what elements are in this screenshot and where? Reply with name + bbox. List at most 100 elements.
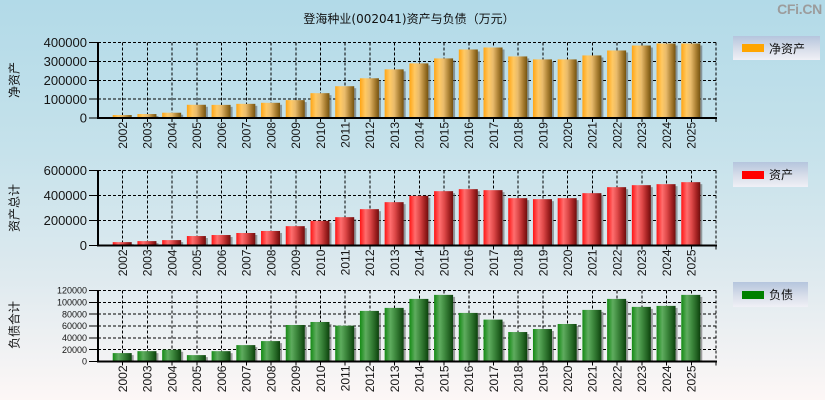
x-tick-label: 2020 xyxy=(561,365,575,392)
bar-2013 xyxy=(384,307,404,362)
bar-2008 xyxy=(261,102,281,118)
bar-2023 xyxy=(631,45,651,118)
y-tick-label: 600000 xyxy=(44,163,87,178)
bar-2009 xyxy=(285,100,305,118)
x-tick-label: 2012 xyxy=(363,249,377,276)
bar-2007 xyxy=(236,233,256,246)
x-tick-label: 2021 xyxy=(586,122,600,149)
bar-2016 xyxy=(458,189,478,246)
bar-2017 xyxy=(483,190,503,246)
x-tick-label: 2017 xyxy=(487,365,501,392)
bar-2019 xyxy=(532,59,552,118)
x-tick-label: 2003 xyxy=(141,365,155,392)
bar-2002 xyxy=(112,115,132,118)
x-tick-label: 2020 xyxy=(561,249,575,276)
bar-2023 xyxy=(631,185,651,246)
x-tick-label: 2024 xyxy=(660,365,674,392)
x-tick-label: 2005 xyxy=(190,365,204,392)
x-tick-label: 2014 xyxy=(413,122,427,149)
y-tick-label: 120000 xyxy=(57,286,87,296)
bar-2010 xyxy=(310,220,330,246)
x-tick-label: 2022 xyxy=(610,122,624,149)
y-tick-label: 40000 xyxy=(62,333,87,343)
bar-2022 xyxy=(607,298,627,362)
bar-2017 xyxy=(483,319,503,362)
x-tick-label: 2022 xyxy=(610,365,624,392)
y-tick-label: 0 xyxy=(82,357,87,367)
x-tick-label: 2002 xyxy=(116,249,130,276)
x-tick-label: 2007 xyxy=(240,249,254,276)
x-tick-label: 2025 xyxy=(685,365,699,392)
bar-2014 xyxy=(409,298,429,362)
x-tick-label: 2003 xyxy=(141,249,155,276)
bar-2014 xyxy=(409,63,429,118)
x-tick-label: 2003 xyxy=(141,122,155,149)
x-tick-label: 2002 xyxy=(116,365,130,392)
bar-2006 xyxy=(211,351,231,362)
bar-2009 xyxy=(285,226,305,246)
x-tick-label: 2004 xyxy=(165,365,179,392)
bar-2003 xyxy=(137,241,157,246)
x-tick-label: 2010 xyxy=(314,122,328,149)
bar-2016 xyxy=(458,312,478,362)
bar-2002 xyxy=(112,353,132,362)
legend-label-net-assets: 净资产 xyxy=(769,41,806,56)
bar-2008 xyxy=(261,341,281,362)
bar-2019 xyxy=(532,329,552,362)
bar-2003 xyxy=(137,351,157,362)
y-tick-label: 200000 xyxy=(44,213,87,228)
x-tick-label: 2010 xyxy=(314,249,328,276)
x-tick-label: 2009 xyxy=(289,365,303,392)
bar-2003 xyxy=(137,114,157,118)
x-tick-label: 2020 xyxy=(561,122,575,149)
y-tick-label: 200000 xyxy=(44,73,87,88)
bar-2011 xyxy=(335,217,355,246)
bar-2024 xyxy=(656,184,676,246)
bar-2010 xyxy=(310,93,330,118)
bar-2015 xyxy=(434,58,454,118)
total-assets-chart: 0 200000 400000 600000 2002 2003 2004 2005 2006 2… xyxy=(44,163,717,276)
x-tick-label: 2012 xyxy=(363,365,377,392)
legend-net-assets: 净资产 xyxy=(733,36,820,60)
x-tick-label: 2021 xyxy=(586,249,600,276)
bar-2005 xyxy=(186,236,206,246)
bar-2021 xyxy=(582,309,602,362)
bar-2005 xyxy=(186,355,206,362)
x-tick-label: 2015 xyxy=(437,249,451,276)
y-tick-label: 300000 xyxy=(44,54,87,69)
x-tick-label: 2009 xyxy=(289,122,303,149)
bar-2020 xyxy=(557,59,577,118)
x-tick-label: 2015 xyxy=(437,122,451,149)
bar-2018 xyxy=(508,332,528,362)
legend-label-assets: 资产 xyxy=(769,168,794,182)
x-tick-label: 2012 xyxy=(363,122,377,149)
x-tick-label: 2023 xyxy=(635,365,649,392)
x-tick-label: 2006 xyxy=(215,365,229,392)
watermark-logo: CFi.CN xyxy=(777,1,822,17)
x-tick-label: 2013 xyxy=(388,365,402,392)
x-tick-label: 2005 xyxy=(190,249,204,276)
x-tick-label: 2017 xyxy=(487,249,501,276)
x-tick-label: 2004 xyxy=(165,249,179,276)
x-tick-label: 2002 xyxy=(116,122,130,149)
bar-2012 xyxy=(359,310,379,362)
bar-2020 xyxy=(557,323,577,362)
x-tick-label: 2025 xyxy=(685,249,699,276)
x-tick-label: 2024 xyxy=(660,122,674,149)
bar-2002 xyxy=(112,242,132,246)
bar-2006 xyxy=(211,235,231,246)
x-tick-label: 2019 xyxy=(536,365,550,392)
bar-2004 xyxy=(162,349,182,362)
x-tick-label: 2004 xyxy=(165,122,179,149)
bar-2013 xyxy=(384,202,404,246)
bar-2019 xyxy=(532,199,552,246)
bar-2006 xyxy=(211,104,231,118)
bar-2025 xyxy=(681,182,701,246)
x-tick-label: 2011 xyxy=(339,122,353,148)
x-tick-label: 2023 xyxy=(635,249,649,276)
x-tick-label: 2023 xyxy=(635,122,649,149)
bar-2009 xyxy=(285,324,305,362)
